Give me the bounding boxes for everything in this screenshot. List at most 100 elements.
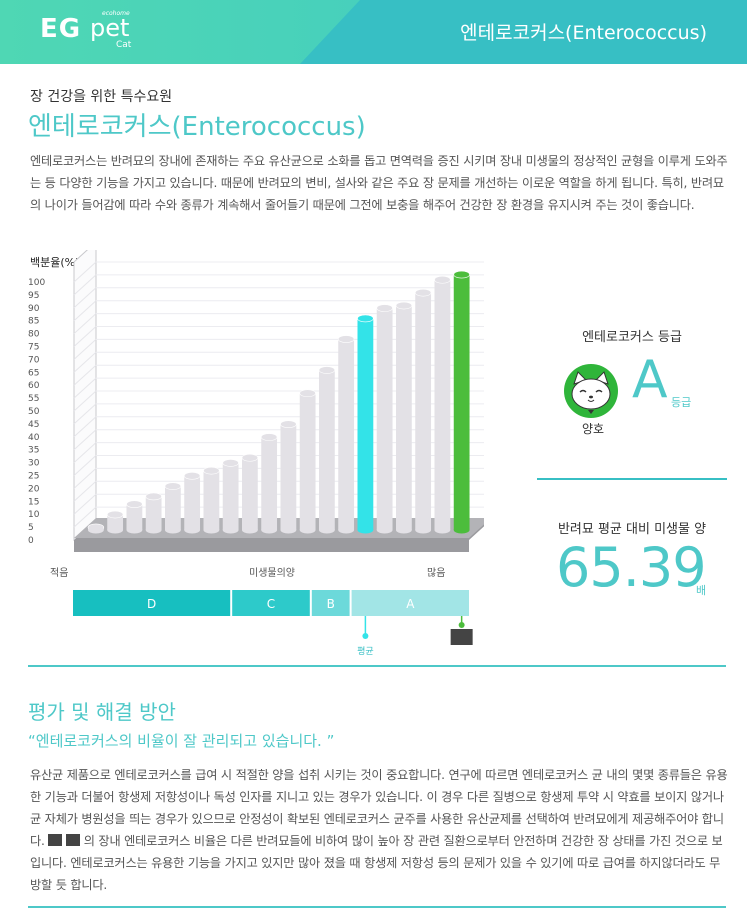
redacted-name (66, 834, 81, 846)
chart-bar (357, 318, 374, 530)
chart-bar (107, 514, 124, 530)
logo-cat-text: Cat (116, 40, 132, 50)
gridline-side (73, 313, 97, 334)
chart-bar-base (338, 526, 355, 534)
chart-bar-cap (357, 314, 374, 323)
chart-bar-cap (164, 482, 182, 490)
chart-bar-base (203, 526, 220, 534)
y-tick-label: 95 (28, 291, 39, 301)
chart-y-axis-label: 백분율(%) (30, 256, 80, 269)
cat-avatar-icon (564, 364, 618, 418)
chart-bar (242, 457, 258, 530)
y-tick-label: 90 (28, 304, 40, 314)
gridline-side (73, 390, 97, 412)
logo-pet-text: pet (90, 14, 130, 42)
gridline-side (73, 493, 97, 515)
grade-band-label: B (327, 597, 335, 611)
chart-bar (415, 292, 432, 530)
gridline-side (73, 377, 97, 399)
ratio-value: 65.39 (556, 536, 707, 599)
self-marker-redacted (450, 629, 473, 645)
y-tick-label: 65 (28, 368, 39, 378)
grade-suffix: 등급 (671, 396, 692, 409)
chart-bar-cap (260, 433, 278, 441)
chart-bar-cap (299, 389, 316, 398)
chart-bar-base (299, 526, 316, 534)
x-axis-label: 미생물의양 (249, 567, 295, 579)
chart-bar (184, 475, 201, 530)
microbe-distribution-chart: 백분율(%) 0 5 10 15 20 25 30 35 40 45 50 55 60 65 70 75 80 8… (24, 250, 484, 670)
gridline-side (73, 429, 97, 451)
y-tick-label: 85 (28, 317, 39, 327)
y-tick-label: 70 (28, 355, 40, 365)
grade-band-d (73, 590, 231, 616)
chart-bar-cap (434, 275, 451, 284)
header-bar: EG ecohome pet Cat 엔테로코커스(Enterococcus) (0, 0, 747, 64)
chart-bar (299, 393, 316, 530)
evaluation-quote: “엔테로코커스의 비율이 잘 관리되고 있습니다. ” (28, 732, 335, 750)
gridline-side (73, 300, 97, 322)
y-tick-label: 30 (28, 459, 40, 469)
chart-bar-base (184, 526, 201, 534)
chart-bar-base (126, 526, 143, 534)
grade-band-a (351, 590, 469, 616)
y-tick-label: 5 (28, 523, 34, 533)
grade-panel-title: 엔테로코커스 등급 (582, 330, 682, 345)
chart-bar-base (319, 526, 335, 534)
chart-bar-base (242, 526, 258, 534)
chart-bar-cap (376, 304, 393, 312)
chart-bar (376, 308, 393, 530)
ratio-panel-title: 반려묘 평균 대비 미생물 양 (557, 522, 707, 537)
chart-bar (261, 437, 278, 530)
grade-band-c (232, 590, 310, 616)
average-label: 평균 (357, 646, 374, 657)
average-marker-dot (362, 633, 369, 639)
grade-panel: A 등급 양호 (560, 350, 710, 436)
x-left-label: 적음 (50, 567, 68, 579)
gridline-side (73, 351, 97, 373)
gridline-side (73, 480, 97, 502)
gridline-side (73, 442, 97, 463)
chart-bar-base (165, 526, 181, 534)
chart-bar-base (376, 526, 393, 534)
chart-bar-cap (318, 366, 336, 374)
chart-bar-base (453, 526, 470, 534)
gridline-side (73, 506, 97, 528)
chart-bar-base (107, 526, 124, 534)
gridline-side (73, 287, 97, 309)
chart-bar-cap (183, 472, 201, 480)
y-tick-label: 75 (28, 343, 39, 353)
chart-bar-base (145, 526, 162, 534)
gridline-side (73, 326, 97, 347)
chart-bar (453, 274, 470, 530)
chart-bar (203, 470, 220, 530)
chart-bar-cap (222, 459, 239, 467)
chart-bar (319, 370, 335, 530)
grade-band-label: D (147, 597, 156, 611)
gridline-side (73, 416, 97, 438)
gridline-side (73, 261, 97, 283)
self-marker-dot (458, 622, 465, 628)
ratio-unit: 배 (696, 584, 707, 597)
chart-bar-base (280, 526, 297, 534)
y-tick-label: 15 (28, 497, 39, 507)
chart-bar-base (357, 526, 374, 534)
evaluation-paragraph: 유산균 제품으로 엔테로코커스를 급여 시 적절한 양을 섭취 시키는 것이 중… (30, 764, 728, 896)
chart-bar-base (222, 526, 239, 534)
gridline-side (73, 364, 97, 386)
y-tick-label: 100 (28, 278, 45, 288)
section-subtitle: 장 건강을 위한 특수요원 (30, 89, 173, 105)
grade-band-b (311, 590, 350, 616)
chart-bar (396, 305, 412, 530)
chart-bar-cap (145, 492, 162, 501)
x-right-label: 많음 (427, 567, 445, 579)
y-tick-label: 45 (28, 420, 39, 430)
chart-bar-base (415, 526, 432, 534)
y-tick-label: 20 (28, 484, 40, 494)
chart-bar-cap (453, 270, 470, 279)
gridline-side (73, 403, 97, 425)
chart-bar-base (261, 526, 278, 534)
page-title: 엔테로코커스(Enterococcus) (28, 112, 366, 142)
evaluation-title: 평가 및 해결 방안 (28, 700, 176, 724)
chart-svg: 0 5 10 15 20 25 30 35 40 45 50 55 60 65 70 75 80 85 90 95 10… (28, 250, 484, 657)
